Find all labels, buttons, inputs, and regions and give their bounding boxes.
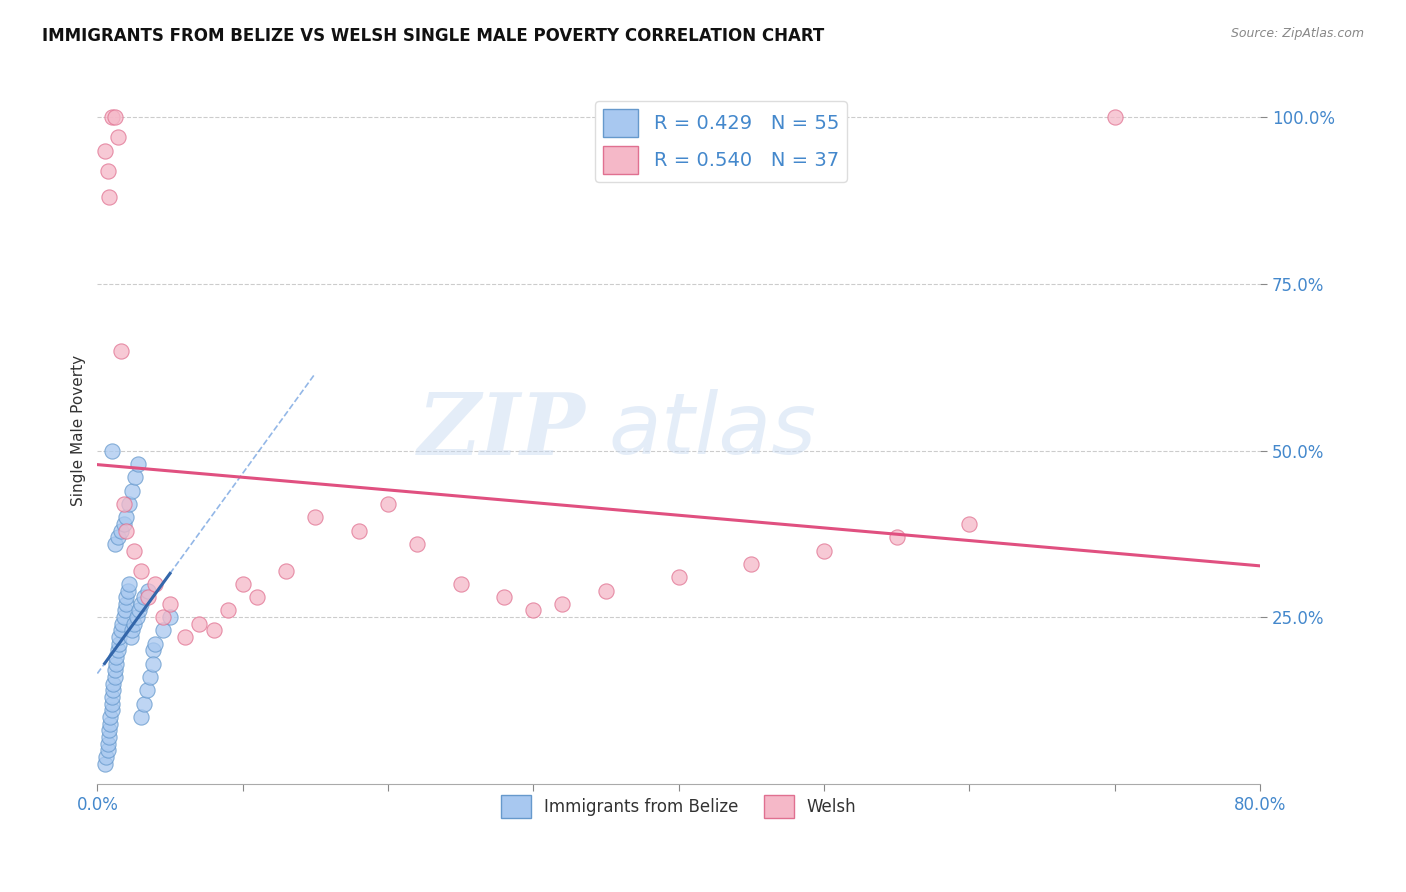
Point	[121, 624, 143, 638]
Point	[129, 597, 152, 611]
Point	[112, 497, 135, 511]
Point	[98, 730, 121, 744]
Point	[1104, 111, 1126, 125]
Point	[159, 597, 181, 611]
Y-axis label: Single Male Poverty: Single Male Poverty	[72, 355, 86, 506]
Point	[110, 624, 132, 638]
Point	[108, 630, 131, 644]
Point	[110, 524, 132, 538]
Point	[406, 537, 429, 551]
Point	[129, 710, 152, 724]
Point	[115, 510, 138, 524]
Point	[813, 543, 835, 558]
Point	[115, 597, 138, 611]
Point	[347, 524, 370, 538]
Point	[129, 564, 152, 578]
Point	[886, 530, 908, 544]
Point	[115, 590, 138, 604]
Point	[135, 683, 157, 698]
Point	[142, 657, 165, 671]
Point	[551, 597, 574, 611]
Point	[173, 630, 195, 644]
Point	[120, 630, 142, 644]
Point	[118, 497, 141, 511]
Point	[104, 111, 127, 125]
Point	[121, 483, 143, 498]
Point	[957, 516, 980, 531]
Point	[104, 670, 127, 684]
Point	[104, 664, 127, 678]
Point	[105, 657, 128, 671]
Point	[232, 577, 254, 591]
Point	[132, 697, 155, 711]
Point	[103, 683, 125, 698]
Point	[740, 557, 762, 571]
Point	[98, 190, 121, 204]
Point	[188, 616, 211, 631]
Point	[304, 510, 326, 524]
Point	[136, 583, 159, 598]
Point	[96, 737, 118, 751]
Point	[595, 583, 617, 598]
Point	[122, 543, 145, 558]
Point	[107, 530, 129, 544]
Point	[101, 443, 124, 458]
Point	[101, 690, 124, 705]
Text: Source: ZipAtlas.com: Source: ZipAtlas.com	[1230, 27, 1364, 40]
Point	[145, 577, 167, 591]
Point	[145, 637, 167, 651]
Point	[100, 716, 122, 731]
Point	[128, 603, 150, 617]
Point	[101, 703, 124, 717]
Legend: Immigrants from Belize, Welsh: Immigrants from Belize, Welsh	[494, 788, 863, 825]
Point	[100, 710, 122, 724]
Point	[110, 343, 132, 358]
Text: ZIP: ZIP	[418, 389, 586, 473]
Point	[101, 697, 124, 711]
Point	[115, 524, 138, 538]
Point	[450, 577, 472, 591]
Point	[246, 590, 269, 604]
Point	[114, 603, 136, 617]
Point	[108, 637, 131, 651]
Point	[96, 163, 118, 178]
Point	[124, 470, 146, 484]
Point	[142, 643, 165, 657]
Point	[105, 650, 128, 665]
Point	[159, 610, 181, 624]
Point	[217, 603, 239, 617]
Point	[96, 743, 118, 757]
Point	[112, 610, 135, 624]
Point	[138, 670, 160, 684]
Point	[127, 457, 149, 471]
Point	[107, 130, 129, 145]
Point	[522, 603, 544, 617]
Point	[93, 756, 115, 771]
Point	[107, 643, 129, 657]
Point	[125, 610, 148, 624]
Point	[94, 750, 117, 764]
Point	[276, 564, 298, 578]
Point	[202, 624, 225, 638]
Point	[118, 577, 141, 591]
Point	[122, 616, 145, 631]
Point	[152, 624, 174, 638]
Point	[117, 583, 139, 598]
Point	[668, 570, 690, 584]
Point	[152, 610, 174, 624]
Point	[377, 497, 399, 511]
Point	[111, 616, 134, 631]
Point	[132, 590, 155, 604]
Point	[104, 537, 127, 551]
Point	[494, 590, 516, 604]
Point	[93, 144, 115, 158]
Text: atlas: atlas	[609, 389, 817, 472]
Point	[101, 111, 124, 125]
Point	[103, 677, 125, 691]
Point	[112, 516, 135, 531]
Text: IMMIGRANTS FROM BELIZE VS WELSH SINGLE MALE POVERTY CORRELATION CHART: IMMIGRANTS FROM BELIZE VS WELSH SINGLE M…	[42, 27, 824, 45]
Point	[98, 723, 121, 738]
Point	[136, 590, 159, 604]
